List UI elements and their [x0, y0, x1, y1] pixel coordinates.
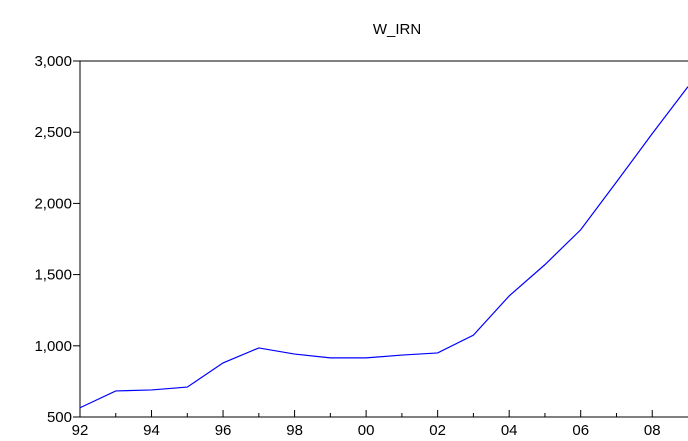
chart-title: W_IRN — [373, 21, 421, 38]
x-tick-label: 92 — [72, 422, 89, 439]
y-tick-label: 2,500 — [34, 124, 72, 141]
y-tick-label: 500 — [47, 409, 72, 426]
line-series — [79, 86, 688, 409]
x-tick-label: 96 — [215, 422, 232, 439]
x-tick-label: 00 — [358, 422, 375, 439]
x-tick-label: 08 — [644, 422, 661, 439]
x-tick-label: 02 — [429, 422, 446, 439]
y-tick-label: 1,500 — [34, 267, 72, 284]
plot-frame — [79, 60, 688, 418]
x-tick-label: 06 — [572, 422, 589, 439]
y-tick-label: 1,000 — [34, 338, 72, 355]
y-tick-label: 3,000 — [34, 53, 72, 70]
x-tick-label: 98 — [286, 422, 303, 439]
x-tick-label: 04 — [501, 422, 518, 439]
x-tick-label: 94 — [143, 422, 160, 439]
y-tick-label: 2,000 — [34, 195, 72, 212]
